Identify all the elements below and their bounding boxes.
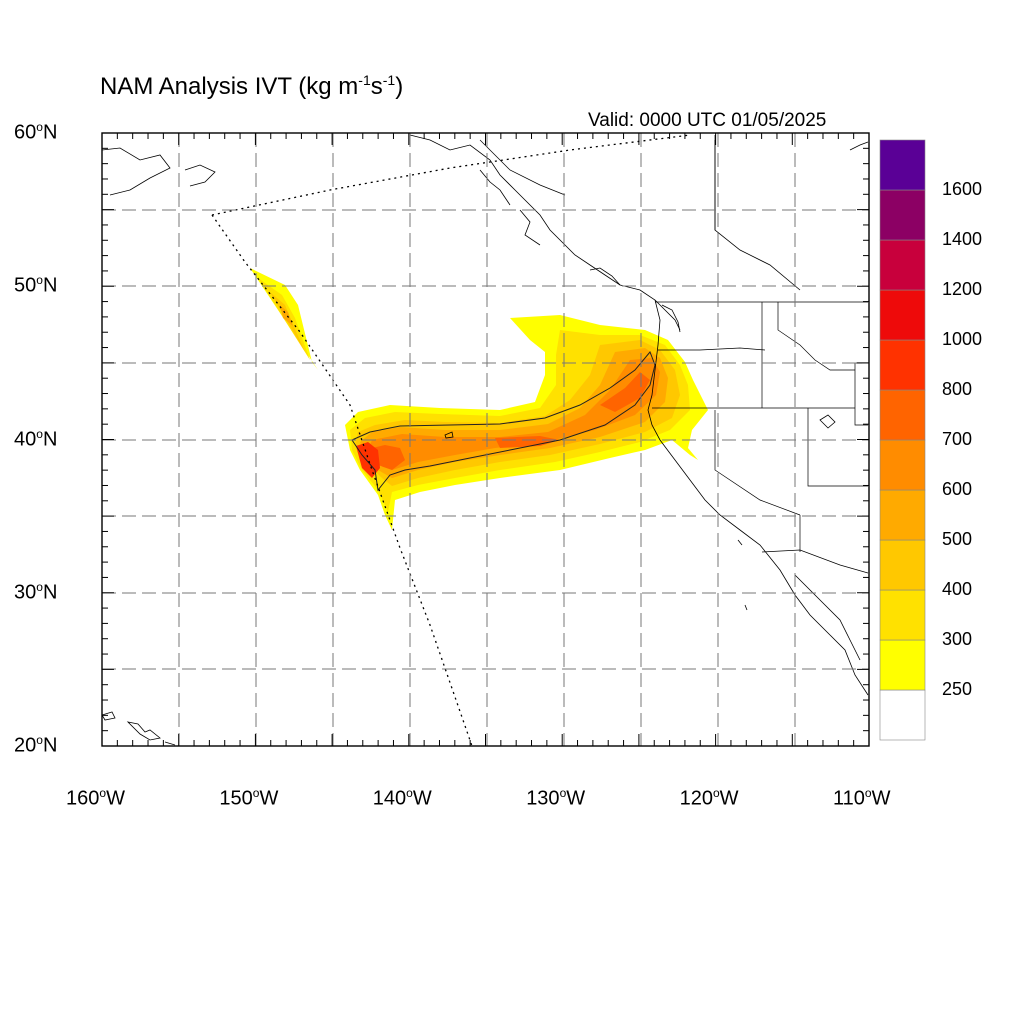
lon-label: 130oW: [526, 786, 586, 810]
colorbar-label: 500: [942, 529, 973, 549]
lon-label: 140oW: [372, 786, 432, 810]
colorbar-swatch: [879, 139, 926, 191]
lon-label: 150oW: [219, 786, 279, 810]
colorbar-swatch: [879, 239, 926, 291]
lat-label: 30oN: [14, 579, 58, 604]
colorbar-label: 300: [942, 629, 973, 649]
colorbar-swatch: [879, 389, 926, 441]
colorbar-swatch: [879, 539, 926, 591]
lat-label: 60oN: [14, 120, 58, 144]
colorbar-swatch: [879, 489, 926, 541]
colorbar-label: 1600: [942, 179, 983, 199]
map-title: NAM Analysis IVT (kg m-1s-1): [100, 72, 404, 100]
axis-ticks: [101, 132, 870, 747]
lat-label: 20oN: [14, 733, 58, 757]
colorbar-swatch: [879, 689, 926, 741]
lat-label: 50oN: [14, 273, 58, 297]
colorbar-label: 1400: [942, 229, 983, 249]
colorbar-label: 1000: [942, 329, 983, 349]
colorbar-label: 400: [942, 579, 973, 599]
lon-label: 120oW: [679, 786, 739, 810]
colorbar-swatch: [879, 289, 926, 341]
colorbar-label: 1200: [942, 279, 983, 299]
colorbar-label: 250: [942, 679, 973, 699]
ivt-contours: [351, 351, 656, 492]
colorbar-label: 700: [942, 429, 973, 449]
lon-label: 110oW: [833, 786, 891, 810]
colorbar-label: 600: [942, 479, 973, 499]
graticule: [102, 133, 869, 746]
colorbar-label: 800: [942, 379, 973, 399]
colorbar: [879, 139, 926, 741]
colorbar-swatch: [879, 189, 926, 241]
colorbar-swatch: [879, 589, 926, 641]
colorbar-swatch: [879, 339, 926, 391]
lat-label: 40oN: [14, 426, 58, 451]
political-borders: [479, 135, 869, 574]
colorbar-swatch: [879, 639, 926, 691]
lon-label: 160oW: [66, 786, 125, 810]
colorbar-swatch: [879, 439, 926, 491]
domain-boundary: [211, 134, 691, 747]
valid-time: Valid: 0000 UTC 01/05/2025: [588, 110, 827, 131]
